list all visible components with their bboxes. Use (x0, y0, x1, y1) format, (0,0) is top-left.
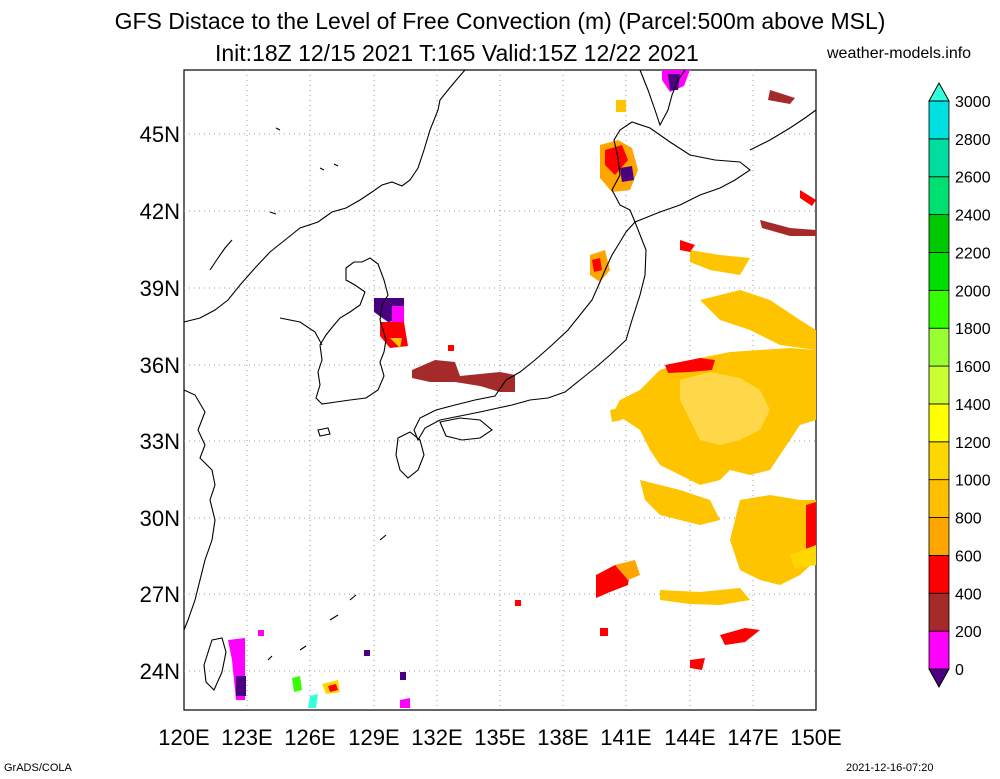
colorbar-label: 1000 (955, 473, 991, 490)
field-small-red2 (515, 600, 521, 606)
field-small-red (600, 628, 608, 636)
colorbar-label: 2600 (955, 170, 991, 187)
field-pacific-southeast (640, 480, 720, 525)
lat-label: 30N (140, 506, 180, 531)
field-ryukyu-purple (400, 672, 406, 680)
colorbar-segment (928, 252, 950, 291)
site-credit: weather-models.info (827, 45, 972, 62)
timestamp: 2021-12-16-07:20 (846, 762, 934, 774)
field-ryukyu-mag (400, 698, 410, 708)
lat-label: 45N (140, 122, 180, 147)
lon-label: 144E (664, 725, 715, 750)
field-brown-band (412, 360, 515, 392)
lat-label: 24N (140, 659, 180, 684)
field-ryukyu-red (328, 684, 338, 692)
colorbar-max-arrow (928, 81, 950, 102)
field-ryukyu-east (596, 565, 630, 598)
lat-labels: 45N 42N 39N 36N 33N 30N 27N 24N (140, 122, 180, 684)
field-red-dot (448, 345, 454, 351)
field-brown-ne (760, 220, 816, 236)
field-small-gold2 (616, 100, 626, 112)
colorbar-segment (928, 592, 950, 632)
lon-label: 123E (221, 725, 272, 750)
colorbar-label: 0 (955, 662, 964, 679)
field-hokkaido-purple (620, 166, 634, 182)
field-ryukyu-cyan (308, 694, 318, 708)
colorbar-label: 600 (955, 548, 982, 565)
lon-label: 141E (600, 725, 651, 750)
colorbar-segment (928, 289, 950, 329)
colorbar-label: 200 (955, 624, 982, 641)
colorbar-label: 1200 (955, 435, 991, 452)
colorbar-segment (928, 517, 950, 556)
field-small-gold (610, 408, 622, 422)
colorbar-label: 3000 (955, 94, 991, 111)
colorbar-label: 1600 (955, 359, 991, 376)
lon-label: 126E (284, 725, 335, 750)
colorbar-segment (928, 100, 950, 140)
lon-label: 129E (348, 725, 399, 750)
field-se-red2 (690, 658, 705, 670)
colorbar-segment (928, 441, 950, 481)
field-red-kurils (800, 190, 816, 206)
colorbar-segment (928, 176, 950, 216)
field-ryukyu-orange (615, 560, 640, 580)
lat-label: 42N (140, 199, 180, 224)
colorbar-segment (928, 327, 950, 367)
field-pacific-east-light (680, 372, 770, 445)
colorbar-segment (928, 365, 950, 405)
field-ryukyu-green (292, 676, 302, 692)
colorbar-segment (928, 479, 950, 518)
field-red-ne (680, 240, 695, 252)
lon-label: 132E (411, 725, 462, 750)
colorbar-label: 2200 (955, 245, 991, 262)
lat-label: 39N (140, 276, 180, 301)
colorbar-label: 1800 (955, 321, 991, 338)
field-tohoku-red (592, 258, 602, 272)
lat-label: 33N (140, 429, 180, 454)
field-red-36n (665, 358, 715, 373)
field-se-gold (660, 588, 750, 605)
field-taiwan-purple (236, 676, 246, 696)
field-brown-kurils (768, 90, 795, 104)
field-taiwan-small (258, 630, 264, 636)
lon-label: 135E (474, 725, 525, 750)
colorbar-label: 2800 (955, 132, 991, 149)
colorbar-segment (928, 555, 950, 594)
field-ryukyu-purple2 (364, 650, 370, 656)
map-title-line1: GFS Distace to the Level of Free Convect… (114, 8, 886, 34)
colorbar-label: 1400 (955, 397, 991, 414)
lat-label: 36N (140, 353, 180, 378)
colorbar-segment (928, 138, 950, 178)
field-ne-orange (700, 290, 816, 350)
colorbar-label: 800 (955, 511, 982, 528)
lon-label: 120E (158, 725, 209, 750)
field-se-red (720, 628, 760, 645)
lon-labels: 120E 123E 126E 129E 132E 135E 138E 141E … (158, 725, 841, 750)
lon-label: 147E (727, 725, 778, 750)
colorbar: 0 200 400 600 800 1000 1200 1400 1600 1800 2000 220… (928, 81, 991, 689)
colorbar-segment (928, 630, 950, 670)
lat-label: 27N (140, 582, 180, 607)
colorbar-label: 400 (955, 586, 982, 603)
colorbar-segment (928, 403, 950, 443)
field-hokkaido-red (605, 145, 628, 175)
lon-label: 138E (537, 725, 588, 750)
field-ne-strip (690, 250, 750, 275)
colorbar-segment (928, 214, 950, 253)
field-east-edge-gold (790, 545, 816, 568)
colorbar-label: 2000 (955, 283, 991, 300)
map-title-line2: Init:18Z 12/15 2021 T:165 Valid:15Z 12/2… (215, 40, 699, 66)
lon-label: 150E (790, 725, 841, 750)
coastlines (183, 69, 817, 691)
field-sakhalin-dark (668, 74, 680, 90)
software-credit: GrADS/COLA (4, 762, 72, 774)
colorbar-min-arrow (928, 668, 950, 689)
colorbar-label: 2400 (955, 208, 991, 225)
field-east-edge-red (806, 502, 816, 560)
field-korea-gold (390, 338, 402, 348)
